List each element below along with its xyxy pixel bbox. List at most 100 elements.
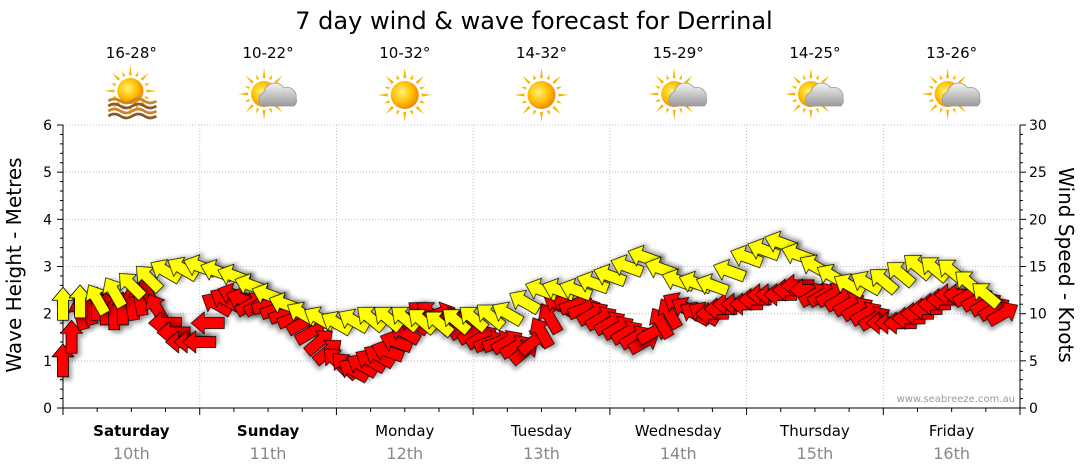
wave-arrow — [559, 277, 593, 302]
sun-ray — [654, 98, 661, 103]
day-name: Tuesday — [510, 422, 572, 440]
wave-series — [51, 230, 1003, 338]
wave-arrow — [150, 259, 183, 285]
sun-ray — [144, 82, 150, 87]
sun-ray — [244, 85, 250, 90]
sun-ray — [939, 74, 943, 80]
day-name: Thursday — [779, 422, 850, 440]
wave-arrow — [492, 301, 525, 327]
sun-ray — [784, 92, 795, 96]
temperature-range: 10-32° — [379, 44, 430, 62]
day-date: 15th — [797, 444, 834, 463]
left-tick-label: 3 — [43, 260, 52, 276]
wave-line — [107, 102, 158, 110]
temperature-range: 13-26° — [926, 44, 977, 62]
sun-ray — [128, 65, 132, 76]
sun-ray — [146, 89, 157, 93]
sun-ray — [957, 75, 967, 84]
day-name: Sunday — [237, 422, 300, 440]
temperature-range: 14-25° — [789, 44, 840, 62]
right-tick-label: 0 — [1029, 401, 1038, 417]
sun-ray — [558, 93, 569, 97]
left-axis-label: Wave Height - Metres — [2, 157, 26, 372]
wave-arrow — [391, 306, 421, 334]
sun-ray — [521, 100, 527, 104]
sun-ray — [655, 104, 664, 113]
wave-arrow — [459, 306, 490, 334]
sun-icon — [514, 68, 569, 122]
sun-ray — [946, 68, 950, 79]
sun-ray — [672, 109, 676, 120]
right-tick-label: 10 — [1029, 307, 1047, 323]
sun-ray — [552, 105, 561, 115]
sun-ray — [522, 105, 531, 115]
temperature-range: 16-28° — [106, 44, 157, 62]
sun-ray — [268, 74, 273, 80]
sun-ray — [415, 105, 424, 115]
sun-disc — [527, 81, 556, 109]
right-tick-label: 30 — [1029, 118, 1047, 134]
sun-ray — [546, 110, 550, 116]
sun-ray — [792, 75, 801, 84]
sun-ray — [556, 86, 562, 90]
right-tick-label: 5 — [1029, 354, 1038, 370]
wave-arrow — [921, 257, 951, 284]
wave-arrow — [869, 269, 900, 296]
sun-cloud-icon — [784, 68, 844, 120]
sun-ray — [396, 74, 400, 80]
sun-ray — [539, 68, 544, 79]
sun-ray — [533, 74, 537, 80]
sun-disc — [117, 78, 144, 104]
sun-ray — [791, 98, 797, 103]
wave-arrow — [374, 306, 404, 334]
sun-ray — [122, 71, 126, 77]
wave-arrow — [713, 259, 747, 283]
sun-ray — [135, 71, 139, 77]
sun-ray — [802, 74, 807, 80]
sun-ray — [384, 100, 390, 104]
sun-ray — [666, 74, 670, 80]
sun-cloud-icon — [238, 68, 297, 120]
sun-ray — [415, 75, 424, 85]
wave-line — [107, 107, 158, 115]
left-tick-label: 0 — [43, 401, 52, 417]
wave-arrow — [167, 256, 200, 283]
wave-arrow — [338, 308, 371, 334]
sun-cloud-icon — [648, 68, 708, 120]
sun-ray — [821, 75, 830, 84]
sun-ray — [655, 75, 664, 84]
sun-ray — [244, 98, 250, 103]
sun-ray — [274, 75, 283, 84]
sun-ray — [111, 72, 121, 81]
sun-ray — [533, 110, 537, 116]
sun-ray — [939, 108, 943, 114]
sun-ray — [256, 108, 260, 114]
day-date: 14th — [660, 444, 697, 463]
day-name: Saturday — [93, 422, 170, 440]
sun-ray — [678, 108, 683, 114]
cloud-shape — [942, 82, 981, 107]
sun-ray — [672, 68, 676, 79]
sun-ray — [654, 85, 661, 90]
wind-arrow — [985, 301, 1019, 327]
temperature-range: 15-29° — [653, 44, 704, 62]
sun-ray — [403, 68, 407, 79]
left-tick-label: 2 — [43, 307, 52, 323]
sun-ray — [928, 85, 934, 90]
sun-ray — [815, 74, 819, 80]
day-date: 11th — [250, 444, 287, 463]
day-date: 13th — [523, 444, 560, 463]
wave-arrow — [357, 306, 387, 334]
day-name: Wednesday — [635, 422, 722, 440]
sun-ray — [140, 72, 149, 81]
wave-arrow — [576, 270, 611, 295]
wave-arrow — [904, 255, 934, 282]
sun-ray — [384, 86, 390, 90]
sun-ray — [546, 74, 550, 80]
sun-ray — [409, 110, 414, 116]
sun-ray — [385, 105, 394, 115]
wind-arrow — [60, 319, 83, 354]
left-tick-label: 5 — [43, 165, 52, 181]
cloud-shape — [805, 82, 844, 107]
wave-arrow — [851, 271, 884, 297]
